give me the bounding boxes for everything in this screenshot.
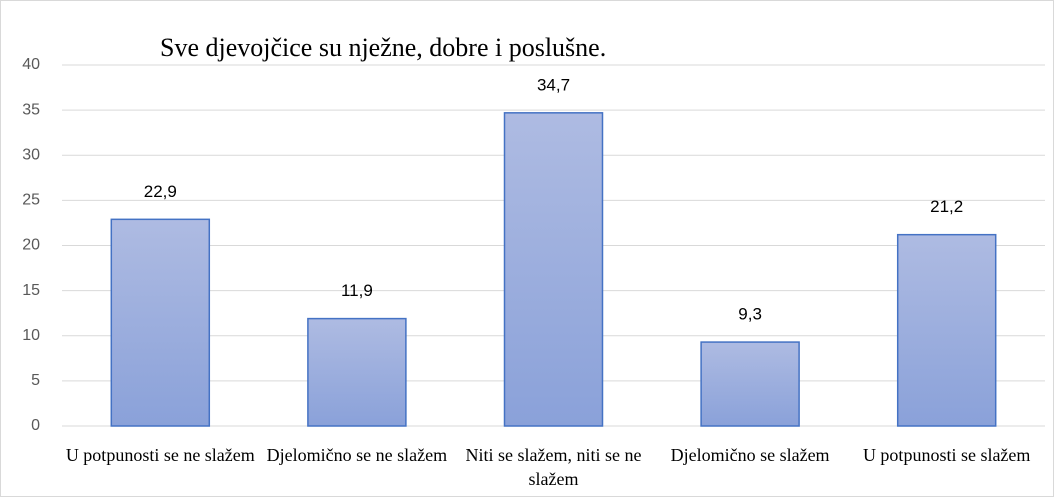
- y-tick-label: 0: [31, 417, 40, 434]
- y-tick-label: 30: [22, 146, 40, 163]
- y-tick-label: 35: [22, 101, 40, 118]
- x-tick-label: Djelomično se ne slažem: [266, 445, 448, 465]
- bar: [700, 341, 800, 427]
- x-tick-label: U potpunosti se slažem: [862, 445, 1031, 465]
- bar: [110, 218, 211, 427]
- bar: [896, 233, 997, 427]
- value-label: 21,2: [930, 197, 963, 216]
- bar: [503, 112, 604, 427]
- y-tick-label: 20: [22, 237, 40, 254]
- x-tick-label: U potpunosti se ne slažem: [65, 445, 255, 465]
- value-label: 34,7: [537, 75, 570, 94]
- chart-title: Sve djevojčice su nježne, dobre i posluš…: [160, 33, 606, 62]
- y-tick-label: 40: [22, 56, 40, 73]
- y-tick-label: 10: [22, 327, 40, 344]
- value-label: 11,9: [341, 281, 373, 300]
- y-tick-label: 25: [22, 192, 40, 209]
- bar: [307, 317, 407, 427]
- value-label: 22,9: [144, 182, 177, 201]
- value-label: 9,3: [738, 305, 762, 324]
- y-tick-label: 15: [22, 282, 40, 299]
- x-tick-label: Niti se slažem, niti se ne slažem: [465, 445, 642, 489]
- y-tick-label: 5: [31, 372, 40, 389]
- x-tick-label: Djelomično se slažem: [670, 445, 830, 465]
